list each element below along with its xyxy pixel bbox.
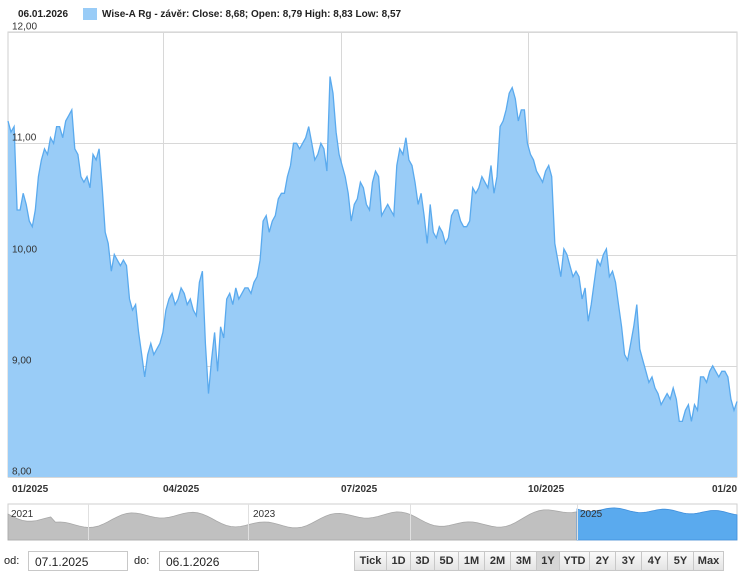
y-tick-label: 11,00 bbox=[12, 133, 37, 144]
navigator-year-label: 2021 bbox=[11, 509, 34, 520]
period-button-group: Tick 1D 3D 5D 1M 2M 3M 1Y YTD 2Y 3Y 4Y 5Y Max bbox=[354, 551, 724, 571]
period-button-2m[interactable]: 2M bbox=[484, 551, 511, 571]
y-tick-label: 12,00 bbox=[12, 22, 37, 33]
legend-swatch[interactable] bbox=[83, 8, 97, 20]
to-date-input[interactable]: 06.1.2026 bbox=[159, 551, 259, 571]
period-button-4y[interactable]: 4Y bbox=[641, 551, 668, 571]
period-button-3y[interactable]: 3Y bbox=[615, 551, 642, 571]
legend-series-text: Wise-A Rg - závěr: Close: 8,68; Open: 8,… bbox=[102, 9, 402, 20]
x-tick-label: 01/2025 bbox=[12, 484, 49, 495]
navigator[interactable]: 2021 2023 2025 bbox=[0, 500, 749, 546]
price-chart[interactable]: 12,00 11,00 10,00 9,00 8,00 01/2025 04/2025 07… bbox=[0, 0, 749, 500]
y-tick-label: 8,00 bbox=[12, 467, 32, 478]
series-area-fill bbox=[8, 76, 737, 477]
from-label: od: bbox=[4, 555, 20, 567]
legend-date: 06.01.2026 bbox=[18, 9, 69, 20]
to-label: do: bbox=[134, 555, 150, 567]
period-button-tick[interactable]: Tick bbox=[354, 551, 387, 571]
period-button-5y[interactable]: 5Y bbox=[667, 551, 694, 571]
y-tick-label: 9,00 bbox=[12, 356, 32, 367]
navigator-selected-area bbox=[576, 507, 738, 541]
x-tick-label: 01/20 bbox=[712, 484, 737, 495]
x-tick-label: 07/2025 bbox=[341, 484, 378, 495]
series-line bbox=[7, 76, 738, 423]
navigator-year-label: 2023 bbox=[253, 509, 276, 520]
period-button-1y[interactable]: 1Y bbox=[536, 551, 560, 571]
chart-area bbox=[7, 76, 738, 477]
navigator-history-area bbox=[7, 509, 578, 541]
period-button-1m[interactable]: 1M bbox=[458, 551, 485, 571]
from-date-input[interactable]: 07.1.2025 bbox=[28, 551, 128, 571]
navigator-year-label: 2025 bbox=[580, 509, 603, 520]
period-button-5d[interactable]: 5D bbox=[434, 551, 459, 571]
x-tick-label: 10/2025 bbox=[528, 484, 565, 495]
range-selector: od: 07.1.2025 do: 06.1.2026 Tick 1D 3D 5D 1M… bbox=[0, 549, 749, 573]
y-axis-ticks: 12,00 11,00 10,00 9,00 8,00 bbox=[12, 22, 37, 478]
period-button-3d[interactable]: 3D bbox=[410, 551, 435, 571]
x-axis-ticks: 01/2025 04/2025 07/2025 10/2025 01/20 bbox=[12, 484, 737, 495]
period-button-3m[interactable]: 3M bbox=[510, 551, 537, 571]
period-button-max[interactable]: Max bbox=[693, 551, 724, 571]
period-button-1d[interactable]: 1D bbox=[386, 551, 411, 571]
x-tick-label: 04/2025 bbox=[163, 484, 200, 495]
y-tick-label: 10,00 bbox=[12, 245, 37, 256]
period-button-2y[interactable]: 2Y bbox=[589, 551, 616, 571]
period-button-ytd[interactable]: YTD bbox=[559, 551, 590, 571]
